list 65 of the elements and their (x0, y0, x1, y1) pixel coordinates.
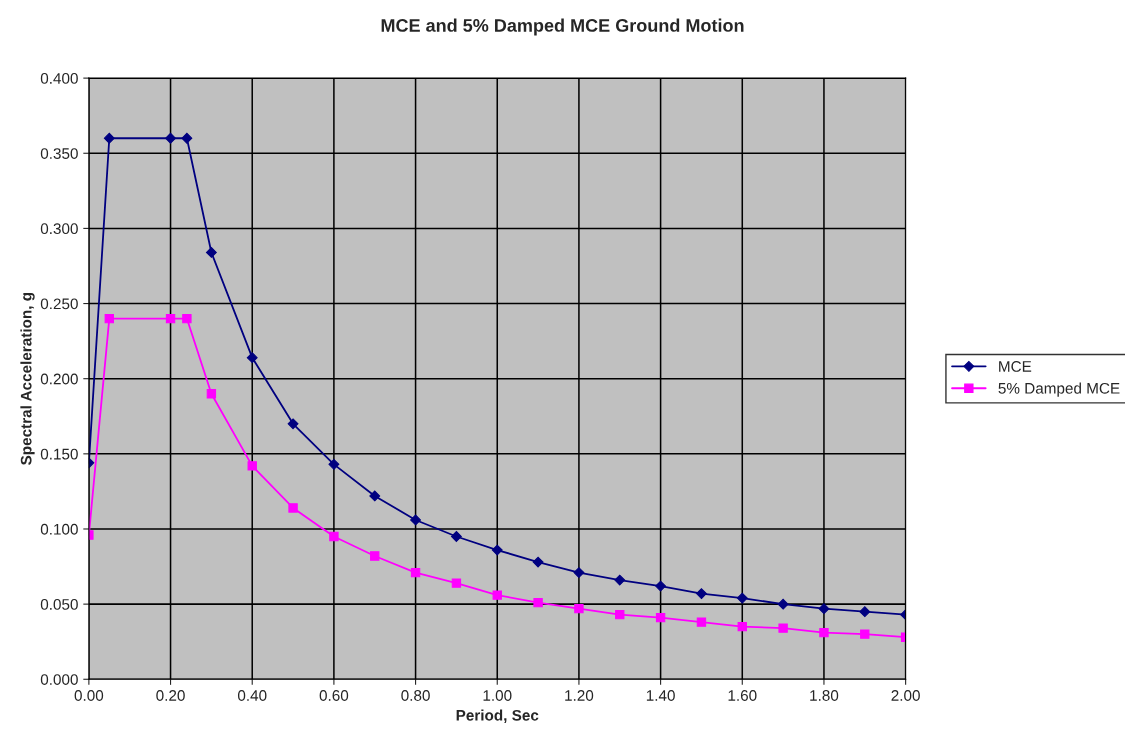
point (181, 132, 193, 144)
x-tick-label: 1.60 (728, 690, 757, 701)
point (370, 551, 380, 561)
x-tick-label: 1.80 (810, 690, 839, 701)
point (182, 313, 192, 324)
point (533, 597, 543, 608)
y-tick-label: 0.350 (40, 148, 78, 159)
point (655, 580, 667, 592)
point (246, 352, 258, 364)
point (287, 418, 299, 430)
point (165, 313, 176, 324)
y-axis-title: Spectral Acceleration, g (20, 292, 35, 465)
x-tick-label: 2.00 (891, 690, 920, 701)
point (328, 458, 340, 470)
x-axis-title: Period, Sec (456, 709, 539, 723)
point (103, 132, 115, 144)
y-tick-label: 0.300 (40, 223, 78, 235)
y-tick-label: 0.000 (40, 674, 78, 685)
y-tick-label: 0.100 (40, 523, 78, 535)
y-tick-label: 0.200 (40, 373, 78, 385)
point (614, 574, 626, 586)
legend-label: MCE (999, 361, 1032, 372)
x-tick-label: 1.40 (646, 690, 675, 701)
point (615, 609, 625, 620)
x-tick-label: 1.00 (483, 690, 512, 701)
point (288, 503, 298, 513)
point (819, 628, 829, 638)
point (165, 132, 176, 144)
point (736, 592, 748, 604)
legend-label: 5% Damped MCE (998, 382, 1120, 397)
x-tick-label: 0.20 (156, 690, 185, 701)
x-tick-label: 1.20 (565, 690, 594, 701)
point (451, 578, 462, 588)
y-tick-label: 0.050 (40, 599, 78, 610)
point (329, 531, 339, 542)
point (492, 590, 502, 600)
point (205, 247, 217, 258)
point (655, 612, 666, 623)
x-tick-label: 0.40 (237, 690, 267, 701)
point (410, 514, 422, 526)
x-tick-label: 0.60 (319, 690, 349, 701)
point (104, 313, 114, 324)
y-tick-label: 0.400 (40, 72, 78, 84)
point (777, 598, 789, 610)
point (247, 461, 257, 471)
point (696, 617, 707, 627)
point (574, 603, 584, 614)
y-tick-label: 0.150 (40, 448, 78, 460)
point (696, 588, 707, 600)
point (818, 603, 830, 615)
point (369, 490, 381, 502)
y-tick-label: 0.250 (40, 298, 78, 310)
chart-title: MCE and 5% Damped MCE Ground Motion (381, 18, 744, 36)
point (737, 621, 747, 632)
point (860, 629, 870, 639)
point (450, 531, 462, 542)
x-tick-label: 0.80 (401, 690, 430, 701)
x-tick-label: 0.00 (74, 690, 104, 701)
point (778, 623, 788, 633)
point (859, 606, 871, 618)
point (573, 567, 585, 578)
point (410, 567, 421, 578)
point (491, 544, 503, 556)
point (206, 389, 217, 399)
point (532, 556, 544, 568)
